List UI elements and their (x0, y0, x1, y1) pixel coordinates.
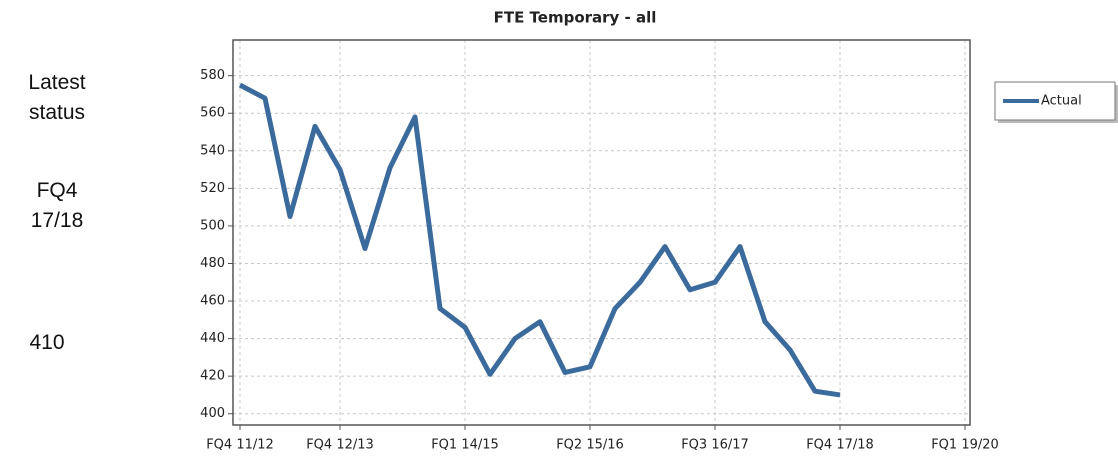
status-value: 410 (29, 331, 65, 354)
y-tick-label: 400 (200, 406, 225, 421)
y-tick-label: 560 (200, 106, 225, 121)
x-tick-label: FQ2 15/16 (556, 438, 624, 453)
y-tick-label: 460 (200, 294, 225, 309)
y-tick-label: 440 (200, 331, 225, 346)
status-heading: Latest status (28, 71, 86, 124)
x-tick-label: FQ1 14/15 (431, 438, 499, 453)
data-line (238, 82, 841, 398)
plot-area (233, 40, 970, 425)
chart-title: FTE Temporary - all (494, 9, 657, 27)
x-tick-label: FQ3 16/17 (681, 438, 749, 453)
x-tick-label: FQ4 11/12 (206, 438, 274, 453)
status-period: FQ4 17/18 (30, 179, 84, 232)
x-tick-label: FQ1 19/20 (931, 438, 999, 453)
legend-label: Actual (1041, 94, 1082, 109)
y-tick-label: 500 (200, 218, 225, 233)
y-tick-label: 520 (200, 181, 225, 196)
y-tick-label: 580 (200, 68, 225, 83)
x-tick-label: FQ4 17/18 (806, 438, 874, 453)
y-tick-label: 420 (200, 369, 225, 384)
plot-border (232, 39, 971, 426)
x-tick-label: FQ4 12/13 (306, 438, 374, 453)
y-tick-label: 480 (200, 256, 225, 271)
y-tick-label: 540 (200, 143, 225, 158)
